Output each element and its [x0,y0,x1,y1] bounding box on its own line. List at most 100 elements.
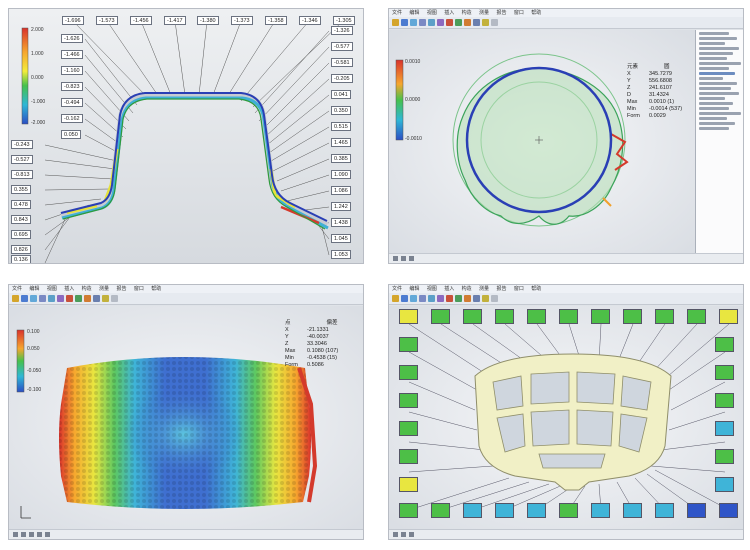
inspection-label[interactable] [431,503,450,518]
plane-icon[interactable] [39,295,46,302]
view-icon[interactable] [393,256,398,261]
settings-icon[interactable] [491,19,498,26]
inspection-label[interactable] [495,309,514,324]
inspection-label[interactable] [591,503,610,518]
plane-icon[interactable] [419,295,426,302]
inspection-label[interactable] [687,503,706,518]
cone-icon[interactable] [66,295,73,302]
menu-item[interactable]: 帮助 [531,286,542,292]
view-icon[interactable] [393,532,398,537]
menu-item[interactable]: 构造 [461,286,472,292]
inspection-label[interactable] [431,309,450,324]
view-icon[interactable] [37,532,42,537]
cylinder-icon[interactable] [57,295,64,302]
menu-item[interactable]: 视图 [426,286,437,292]
view-icon[interactable] [29,532,34,537]
view-icon[interactable] [409,256,414,261]
menu-item[interactable]: 文件 [392,10,403,16]
view-icon[interactable] [401,532,406,537]
view-icon[interactable] [409,532,414,537]
cone-icon[interactable] [446,295,453,302]
cone-icon[interactable] [446,19,453,26]
inspection-label[interactable] [399,477,418,492]
sphere-icon[interactable] [455,295,462,302]
inspection-label[interactable] [715,421,734,436]
inspection-label[interactable] [399,421,418,436]
align-icon[interactable] [473,295,480,302]
cylinder-icon[interactable] [437,19,444,26]
report-icon[interactable] [84,295,91,302]
view-icon[interactable] [401,256,406,261]
cylinder-icon[interactable] [437,295,444,302]
save-icon[interactable] [401,295,408,302]
align-icon[interactable] [93,295,100,302]
inspection-label[interactable] [715,337,734,352]
open-icon[interactable] [392,295,399,302]
graphics-viewport[interactable]: 0.100 0.050 -0.050 -0.100 点 偏差 X -21.1331 … [9,306,363,531]
menu-item[interactable]: 帮助 [151,286,162,292]
settings-icon[interactable] [111,295,118,302]
inspection-label[interactable] [715,477,734,492]
menu-item[interactable]: 测量 [99,286,110,292]
probe-icon[interactable] [482,295,489,302]
inspection-label[interactable] [399,309,418,324]
inspection-label[interactable] [495,503,514,518]
open-icon[interactable] [12,295,19,302]
menu-item[interactable]: 视图 [426,10,437,16]
open-icon[interactable] [392,19,399,26]
inspection-label[interactable] [715,393,734,408]
graphics-viewport[interactable] [389,306,743,531]
inspection-label[interactable] [527,503,546,518]
circle-icon[interactable] [428,19,435,26]
graphics-viewport[interactable]: 0.0010 0.0000 -0.0010 元素 圆 X 345.7279 Y 556… [389,30,695,255]
menu-item[interactable]: 文件 [392,286,403,292]
report-icon[interactable] [464,19,471,26]
inspection-label[interactable] [559,309,578,324]
circle-icon[interactable] [48,295,55,302]
circle-icon[interactable] [428,295,435,302]
menu-item[interactable]: 编辑 [409,286,420,292]
menu-item[interactable]: 窗口 [133,286,144,292]
settings-icon[interactable] [491,295,498,302]
inspection-label[interactable] [623,503,642,518]
probe-icon[interactable] [482,19,489,26]
menu-item[interactable]: 窗口 [513,286,524,292]
feature-tree-panel[interactable] [695,30,743,255]
measure-icon[interactable] [410,295,417,302]
inspection-label[interactable] [399,337,418,352]
menu-item[interactable]: 报告 [496,10,507,16]
inspection-label[interactable] [463,503,482,518]
menu-item[interactable]: 文件 [12,286,23,292]
measure-icon[interactable] [410,19,417,26]
sphere-icon[interactable] [455,19,462,26]
inspection-label[interactable] [399,449,418,464]
menu-item[interactable]: 插入 [444,10,455,16]
menu-item[interactable]: 报告 [496,286,507,292]
align-icon[interactable] [473,19,480,26]
menu-item[interactable]: 构造 [81,286,92,292]
inspection-label[interactable] [463,309,482,324]
inspection-label[interactable] [399,503,418,518]
menu-item[interactable]: 插入 [64,286,75,292]
menu-item[interactable]: 编辑 [29,286,40,292]
menu-item[interactable]: 测量 [479,10,490,16]
menu-item[interactable]: 帮助 [531,10,542,16]
inspection-label[interactable] [719,309,738,324]
menu-item[interactable]: 构造 [461,10,472,16]
inspection-label[interactable] [655,503,674,518]
measure-icon[interactable] [30,295,37,302]
menu-item[interactable]: 窗口 [513,10,524,16]
inspection-label[interactable] [559,503,578,518]
plane-icon[interactable] [419,19,426,26]
inspection-label[interactable] [527,309,546,324]
inspection-label[interactable] [399,365,418,380]
view-icon[interactable] [13,532,18,537]
menu-item[interactable]: 视图 [46,286,57,292]
menu-item[interactable]: 测量 [479,286,490,292]
inspection-label[interactable] [719,503,738,518]
menu-item[interactable]: 插入 [444,286,455,292]
inspection-label[interactable] [715,449,734,464]
view-icon[interactable] [21,532,26,537]
inspection-label[interactable] [655,309,674,324]
inspection-label[interactable] [715,365,734,380]
